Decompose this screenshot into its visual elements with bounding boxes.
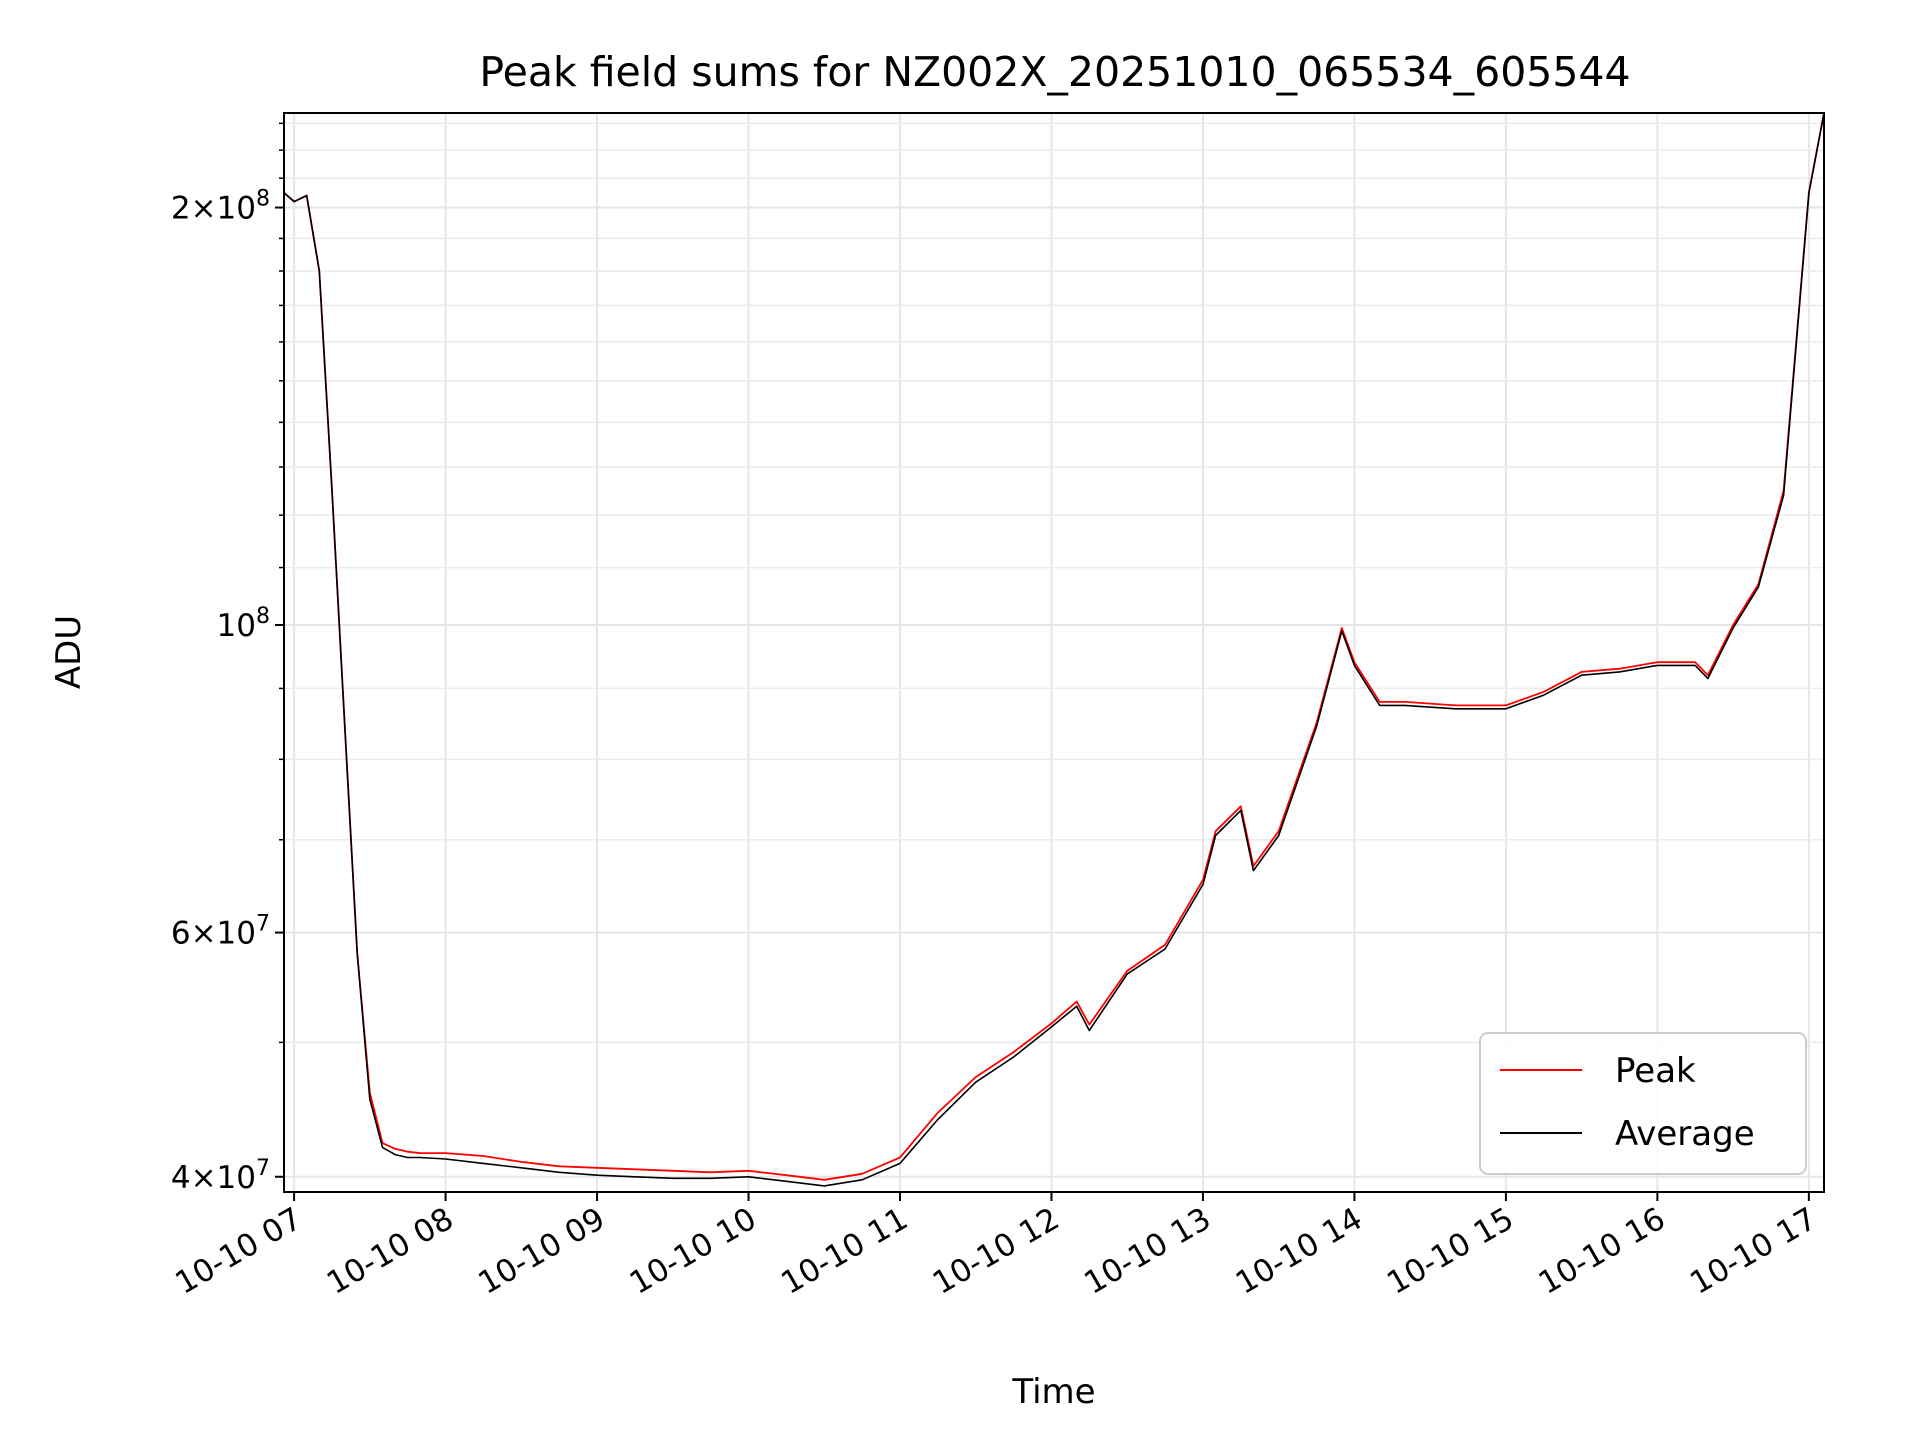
x-axis-label: Time [1011, 1372, 1095, 1412]
plot-area [283, 112, 1825, 1187]
y-axis-ticks: 4×107 6×107 108 2×108 [171, 122, 284, 1196]
y-tick-label: 4×107 [171, 1156, 270, 1196]
chart-title: Peak field sums for NZ002X_20251010_0655… [479, 48, 1630, 96]
grid [284, 113, 1824, 1192]
legend-label-average: Average [1615, 1114, 1755, 1154]
y-axis-label: ADU [49, 615, 89, 689]
series-line-peak [283, 112, 1825, 1181]
legend-label-peak: Peak [1615, 1051, 1696, 1091]
legend: Peak Average [1479, 1032, 1807, 1175]
series-line-average [283, 112, 1825, 1187]
y-tick-label: 6×107 [171, 912, 270, 952]
legend-box [1479, 1032, 1807, 1175]
y-tick-label: 108 [217, 604, 270, 644]
y-tick-label: 2×108 [171, 187, 270, 227]
axes-frame [283, 112, 1825, 1193]
